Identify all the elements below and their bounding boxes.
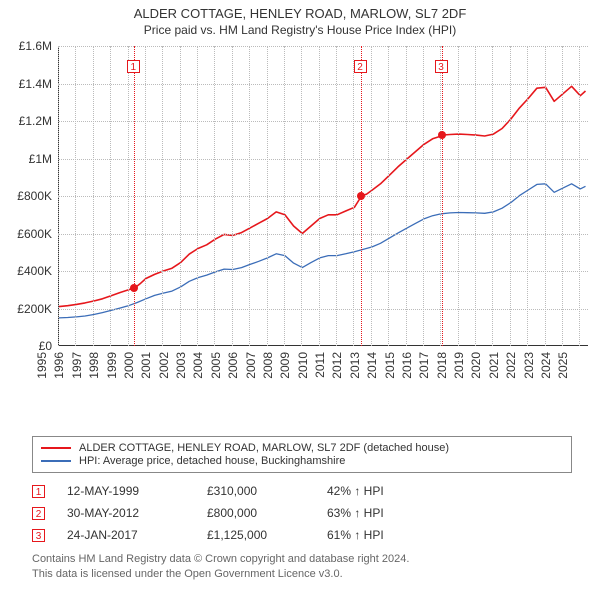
gridline-v: [197, 46, 198, 346]
gridline-h: [58, 84, 588, 85]
gridline-v: [510, 46, 511, 346]
transaction-marker-2: 2: [32, 507, 45, 520]
legend-label: HPI: Average price, detached house, Buck…: [79, 455, 345, 467]
footer: Contains HM Land Registry data © Crown c…: [32, 552, 409, 582]
legend-item-hpi: HPI: Average price, detached house, Buck…: [41, 455, 563, 467]
gridline-v: [58, 46, 59, 346]
gridline-h: [58, 309, 588, 310]
gridline-h: [58, 234, 588, 235]
y-tick-label: £600K: [2, 227, 52, 241]
y-tick-label: £1.2M: [2, 114, 52, 128]
footer-line-2: This data is licensed under the Open Gov…: [32, 567, 409, 582]
gridline-v: [336, 46, 337, 346]
y-tick-label: £200K: [2, 302, 52, 316]
footer-line-1: Contains HM Land Registry data © Crown c…: [32, 552, 409, 567]
transaction-delta: 63% ↑ HPI: [327, 506, 467, 520]
transaction-price: £1,125,000: [207, 528, 327, 542]
gridline-h: [58, 159, 588, 160]
gridline-h: [58, 271, 588, 272]
gridline-v: [562, 46, 563, 346]
gridline-v: [232, 46, 233, 346]
gridline-v: [458, 46, 459, 346]
gridline-h: [58, 46, 588, 47]
x-tick-label: 2025: [556, 352, 600, 379]
y-tick-label: £400K: [2, 264, 52, 278]
marker-line-1: [134, 46, 135, 346]
y-tick-label: £1M: [2, 152, 52, 166]
series-hpi: [59, 184, 586, 318]
legend-swatch: [41, 447, 71, 449]
gridline-v: [423, 46, 424, 346]
chart-area: £0£200K£400K£600K£800K£1M£1.2M£1.4M£1.6M…: [8, 46, 592, 398]
transaction-price: £800,000: [207, 506, 327, 520]
transaction-point-1: [130, 284, 138, 292]
transaction-delta: 61% ↑ HPI: [327, 528, 467, 542]
gridline-v: [249, 46, 250, 346]
transaction-delta: 42% ↑ HPI: [327, 484, 467, 498]
gridline-v: [319, 46, 320, 346]
gridline-v: [267, 46, 268, 346]
y-tick-label: £1.4M: [2, 77, 52, 91]
gridline-h: [58, 196, 588, 197]
gridline-v: [492, 46, 493, 346]
gridline-v: [371, 46, 372, 346]
page-root: ALDER COTTAGE, HENLEY ROAD, MARLOW, SL7 …: [0, 0, 600, 590]
transaction-row-2: 230-MAY-2012£800,00063% ↑ HPI: [32, 502, 467, 524]
y-tick-label: £800K: [2, 189, 52, 203]
gridline-v: [145, 46, 146, 346]
transaction-row-3: 324-JAN-2017£1,125,00061% ↑ HPI: [32, 524, 467, 546]
legend: ALDER COTTAGE, HENLEY ROAD, MARLOW, SL7 …: [32, 436, 572, 473]
gridline-v: [388, 46, 389, 346]
legend-item-property: ALDER COTTAGE, HENLEY ROAD, MARLOW, SL7 …: [41, 442, 563, 454]
gridline-v: [180, 46, 181, 346]
gridline-v: [128, 46, 129, 346]
marker-label-top-2: 2: [354, 60, 367, 73]
transaction-price: £310,000: [207, 484, 327, 498]
gridline-v: [110, 46, 111, 346]
gridline-v: [475, 46, 476, 346]
gridline-h: [58, 121, 588, 122]
marker-line-3: [442, 46, 443, 346]
transaction-marker-3: 3: [32, 529, 45, 542]
chart-subtitle: Price paid vs. HM Land Registry's House …: [0, 23, 600, 37]
transaction-point-2: [357, 192, 365, 200]
transaction-date: 12-MAY-1999: [45, 484, 207, 498]
legend-swatch: [41, 460, 71, 462]
transaction-point-3: [438, 131, 446, 139]
gridline-v: [301, 46, 302, 346]
y-tick-label: £1.6M: [2, 39, 52, 53]
gridline-v: [406, 46, 407, 346]
gridline-v: [75, 46, 76, 346]
gridline-v: [527, 46, 528, 346]
transactions-table: 112-MAY-1999£310,00042% ↑ HPI230-MAY-201…: [32, 480, 467, 546]
transaction-marker-1: 1: [32, 485, 45, 498]
transaction-date: 30-MAY-2012: [45, 506, 207, 520]
transaction-row-1: 112-MAY-1999£310,00042% ↑ HPI: [32, 480, 467, 502]
gridline-v: [214, 46, 215, 346]
legend-label: ALDER COTTAGE, HENLEY ROAD, MARLOW, SL7 …: [79, 442, 449, 454]
gridline-v: [284, 46, 285, 346]
gridline-v: [162, 46, 163, 346]
marker-label-top-3: 3: [435, 60, 448, 73]
chart-title: ALDER COTTAGE, HENLEY ROAD, MARLOW, SL7 …: [0, 6, 600, 21]
gridline-v: [579, 46, 580, 346]
gridline-v: [545, 46, 546, 346]
gridline-v: [353, 46, 354, 346]
transaction-date: 24-JAN-2017: [45, 528, 207, 542]
marker-label-top-1: 1: [127, 60, 140, 73]
gridline-v: [93, 46, 94, 346]
